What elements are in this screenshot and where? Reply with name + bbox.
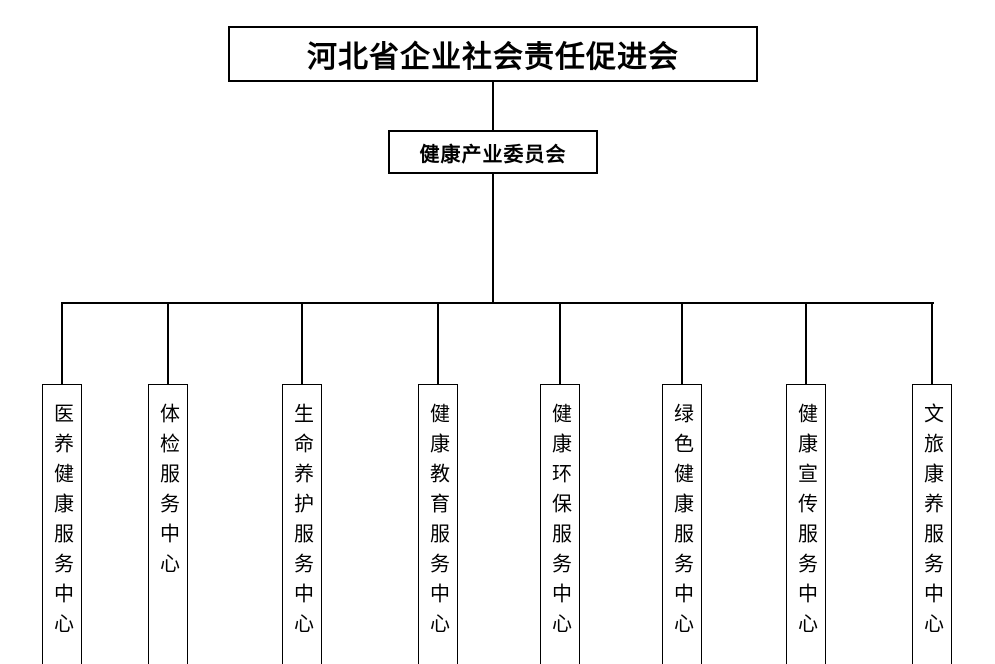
root-label: 河北省企业社会责任促进会 <box>307 32 679 76</box>
connector-leaf-6 <box>805 302 807 384</box>
leaf-label-7: 文旅康养服务中心 <box>918 403 947 643</box>
leaf-node-4: 健康环保服务中心 <box>540 384 580 664</box>
leaf-node-0: 医养健康服务中心 <box>42 384 82 664</box>
leaf-node-3: 健康教育服务中心 <box>418 384 458 664</box>
mid-label: 健康产业委员会 <box>420 138 567 167</box>
leaf-label-4: 健康环保服务中心 <box>546 403 575 643</box>
connector-mid-bus <box>492 174 494 302</box>
leaf-label-3: 健康教育服务中心 <box>424 403 453 643</box>
connector-leaf-0 <box>61 302 63 384</box>
mid-node: 健康产业委员会 <box>388 130 598 174</box>
connector-bus <box>62 302 934 304</box>
leaf-node-6: 健康宣传服务中心 <box>786 384 826 664</box>
root-node: 河北省企业社会责任促进会 <box>228 26 758 82</box>
connector-leaf-2 <box>301 302 303 384</box>
connector-leaf-4 <box>559 302 561 384</box>
leaf-label-0: 医养健康服务中心 <box>48 403 77 643</box>
leaf-label-1: 体检服务中心 <box>154 403 183 583</box>
leaf-node-7: 文旅康养服务中心 <box>912 384 952 664</box>
leaf-node-5: 绿色健康服务中心 <box>662 384 702 664</box>
connector-root-mid <box>492 82 494 130</box>
leaf-node-1: 体检服务中心 <box>148 384 188 664</box>
leaf-node-2: 生命养护服务中心 <box>282 384 322 664</box>
connector-leaf-1 <box>167 302 169 384</box>
connector-leaf-3 <box>437 302 439 384</box>
connector-leaf-5 <box>681 302 683 384</box>
leaf-label-2: 生命养护服务中心 <box>288 403 317 643</box>
leaf-label-5: 绿色健康服务中心 <box>668 403 697 643</box>
org-chart: 河北省企业社会责任促进会 健康产业委员会 医养健康服务中心 体检服务中心 生命养… <box>0 0 995 664</box>
leaf-label-6: 健康宣传服务中心 <box>792 403 821 643</box>
connector-leaf-7 <box>931 302 933 384</box>
